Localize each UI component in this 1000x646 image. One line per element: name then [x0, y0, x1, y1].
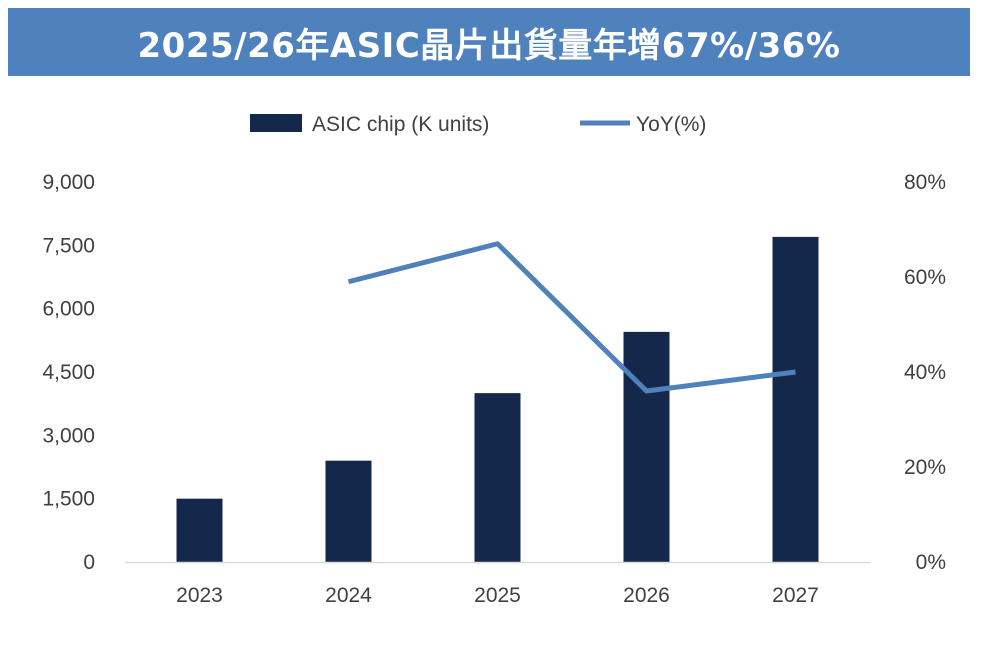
right-axis-tick-label: 60%	[904, 266, 946, 289]
bar-series	[176, 236, 819, 562]
bar-2024	[325, 460, 372, 562]
x-axis-tick-label: 2025	[474, 584, 521, 607]
right-axis-tick-label: 80%	[904, 171, 946, 194]
legend-swatch-bar	[250, 114, 302, 132]
right-axis-tick-label: 40%	[904, 361, 946, 384]
left-axis-tick-label: 3,000	[42, 424, 95, 447]
legend-label-line: YoY(%)	[636, 113, 706, 136]
x-axis-tick-label: 2023	[176, 584, 223, 607]
right-axis-ticks: 0% 20% 40% 60% 80%	[904, 171, 946, 574]
line-series	[347, 241, 796, 394]
left-axis-tick-label: 0	[83, 551, 95, 574]
chart-title: 2025/26年ASIC晶片出貨量年增67%/36%	[137, 25, 841, 66]
bar-2025	[474, 393, 521, 562]
x-axis-ticks: 2023 2024 2025 2026 2027	[176, 584, 819, 607]
x-axis-tick-label: 2026	[623, 584, 670, 607]
x-axis-tick-label: 2024	[325, 584, 372, 607]
yoy-line	[347, 241, 796, 394]
left-axis-tick-label: 9,000	[42, 171, 95, 194]
left-axis-tick-label: 1,500	[42, 488, 95, 511]
left-axis-ticks: 0 1,500 3,000 4,500 6,000 7,500 9,000	[42, 171, 95, 574]
right-axis-tick-label: 20%	[904, 456, 946, 479]
bar-2023	[176, 498, 223, 562]
bar-2026	[623, 331, 670, 562]
left-axis-tick-label: 6,000	[42, 298, 95, 321]
left-axis-tick-label: 4,500	[42, 361, 95, 384]
legend: ASIC chip (K units) YoY(%)	[250, 113, 706, 136]
right-axis-tick-label: 0%	[916, 551, 946, 574]
x-axis-tick-label: 2027	[772, 584, 819, 607]
left-axis-tick-label: 7,500	[42, 234, 95, 257]
title-banner: 2025/26年ASIC晶片出貨量年增67%/36%	[8, 8, 970, 76]
legend-label-bar: ASIC chip (K units)	[312, 113, 489, 136]
bar-2027	[772, 236, 819, 562]
